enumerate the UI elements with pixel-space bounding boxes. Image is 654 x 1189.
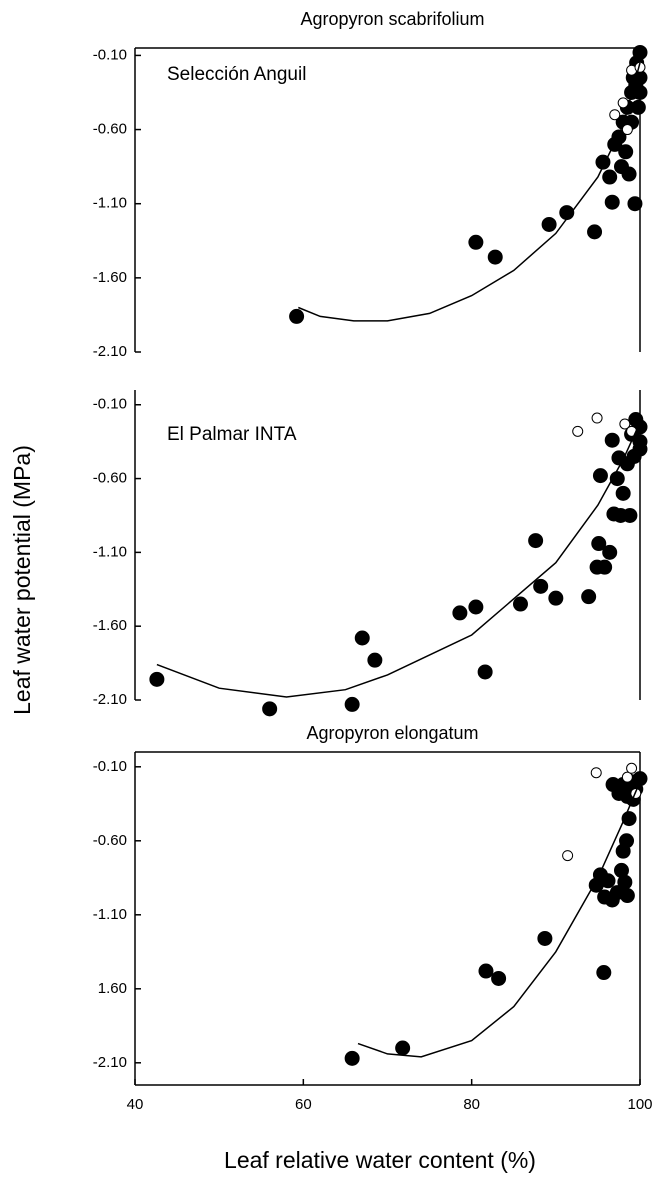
filled-point xyxy=(613,159,629,175)
filled-point xyxy=(587,224,603,240)
y-tick-label: -2.10 xyxy=(93,1054,127,1071)
open-point xyxy=(621,124,633,136)
filled-point xyxy=(452,605,468,621)
y-tick-label: -1.60 xyxy=(93,269,127,286)
filled-point xyxy=(289,308,305,324)
y-tick-label: -0.60 xyxy=(93,121,127,138)
filled-point xyxy=(600,873,616,889)
filled-point xyxy=(597,559,613,575)
filled-point xyxy=(605,777,621,793)
y-tick-label: -2.10 xyxy=(93,343,127,360)
filled-point xyxy=(632,441,648,457)
panel-annotation: Selección Anguil xyxy=(167,64,306,85)
y-tick-label: -1.10 xyxy=(93,543,127,560)
filled-point xyxy=(478,963,494,979)
filled-point xyxy=(602,544,618,560)
panel-title: Agropyron scabrifolium xyxy=(300,9,484,29)
fit-curve xyxy=(357,781,641,1058)
filled-point xyxy=(592,468,608,484)
filled-point xyxy=(581,589,597,605)
open-point xyxy=(572,425,584,437)
filled-point xyxy=(367,652,383,668)
y-axis-label: Leaf water potential (MPa) xyxy=(9,445,35,715)
panel-annotation: El Palmar INTA xyxy=(167,424,297,445)
x-tick-label: 80 xyxy=(463,1096,480,1113)
filled-point xyxy=(354,630,370,646)
filled-point xyxy=(596,965,612,981)
y-tick-label: -1.10 xyxy=(93,195,127,212)
filled-point xyxy=(344,696,360,712)
y-tick-label: -2.10 xyxy=(93,691,127,708)
filled-point xyxy=(619,833,635,849)
filled-point xyxy=(591,536,607,552)
y-tick-label: 1.60 xyxy=(98,980,127,997)
open-point xyxy=(621,771,633,783)
filled-point xyxy=(604,432,620,448)
x-tick-label: 100 xyxy=(627,1096,652,1113)
y-tick-label: -0.10 xyxy=(93,396,127,413)
x-tick-label: 40 xyxy=(127,1096,144,1113)
filled-point xyxy=(541,216,557,232)
filled-point xyxy=(487,249,503,265)
filled-point xyxy=(617,874,633,890)
filled-point xyxy=(632,84,648,100)
y-tick-label: -0.10 xyxy=(93,758,127,775)
fit-curve xyxy=(156,422,641,698)
panel-title: Agropyron elongatum xyxy=(306,723,478,743)
open-point xyxy=(609,109,621,121)
filled-point xyxy=(548,590,564,606)
filled-point xyxy=(468,599,484,615)
filled-point xyxy=(630,99,646,115)
open-point xyxy=(591,412,603,424)
filled-point xyxy=(491,970,507,986)
filled-point xyxy=(615,485,631,501)
filled-point xyxy=(632,44,648,60)
open-point xyxy=(619,418,631,430)
filled-point xyxy=(619,888,635,904)
fit-curve xyxy=(298,62,641,322)
y-tick-label: -0.10 xyxy=(93,46,127,63)
filled-point xyxy=(149,671,165,687)
open-point xyxy=(617,97,629,109)
y-tick-label: -1.60 xyxy=(93,617,127,634)
open-point xyxy=(626,762,638,774)
filled-point xyxy=(528,533,544,549)
filled-point xyxy=(477,664,493,680)
filled-point xyxy=(537,930,553,946)
filled-point xyxy=(602,169,618,185)
filled-point xyxy=(604,194,620,210)
filled-point xyxy=(262,701,278,717)
filled-point xyxy=(344,1050,360,1066)
filled-point xyxy=(395,1040,411,1056)
open-point xyxy=(590,767,602,779)
filled-point xyxy=(622,507,638,523)
filled-point xyxy=(632,771,648,787)
filled-point xyxy=(512,596,528,612)
filled-point xyxy=(468,234,484,250)
filled-point xyxy=(533,578,549,594)
y-tick-label: -1.10 xyxy=(93,906,127,923)
x-tick-label: 60 xyxy=(295,1096,312,1113)
y-tick-label: -0.60 xyxy=(93,832,127,849)
open-point xyxy=(562,850,574,862)
filled-point xyxy=(618,144,634,160)
y-tick-label: -0.60 xyxy=(93,470,127,487)
filled-point xyxy=(627,196,643,212)
x-axis-label: Leaf relative water content (%) xyxy=(224,1147,536,1173)
